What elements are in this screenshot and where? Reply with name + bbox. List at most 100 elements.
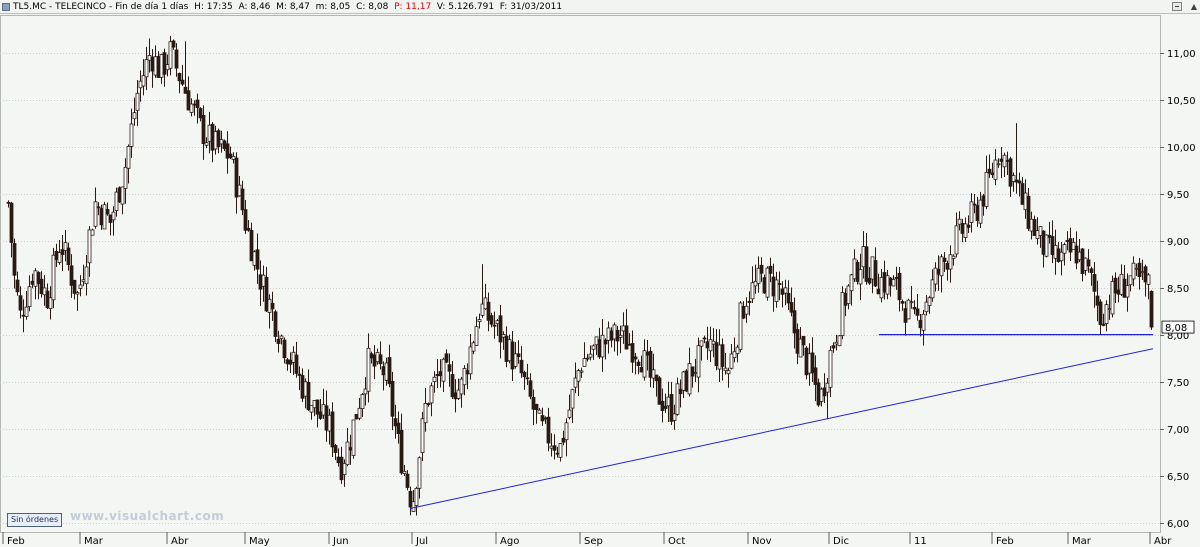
candle-body	[48, 297, 53, 309]
watermark-logo: www.visualchart.com	[70, 509, 225, 523]
candle-body	[861, 246, 866, 268]
candle-body	[837, 335, 842, 347]
candle-body	[120, 186, 125, 205]
candle-body	[1077, 251, 1082, 261]
y-tick-label: 7,00	[1167, 425, 1189, 436]
candle-body	[483, 297, 488, 310]
candle-body	[195, 99, 200, 108]
candle-body	[795, 329, 800, 354]
candle-body	[78, 284, 83, 289]
candle-body	[57, 252, 62, 263]
header-c-value: 8,08	[368, 1, 389, 12]
candle-body	[981, 195, 986, 207]
candle-body	[906, 299, 911, 320]
candle-body	[315, 399, 320, 415]
candle-body	[498, 315, 503, 343]
candle-body	[1149, 290, 1154, 328]
candle-body	[399, 429, 404, 474]
candle-body	[543, 417, 548, 420]
candle-body	[522, 372, 527, 378]
x-tick-label: 11	[914, 536, 927, 547]
candle-body	[834, 341, 839, 345]
candle-body	[696, 345, 701, 378]
candle-body	[732, 351, 737, 359]
candle-body	[222, 140, 227, 150]
candle-body	[927, 297, 932, 306]
header-a-label: A:	[238, 1, 248, 12]
x-tick-label: Dic	[833, 536, 849, 547]
candle-body	[99, 208, 104, 226]
candle-body	[534, 403, 539, 411]
candle-body	[507, 339, 512, 362]
candle-body	[210, 123, 215, 151]
candle-body	[432, 376, 437, 383]
candle-body	[720, 344, 725, 367]
candle-body	[279, 335, 284, 339]
candle-body	[618, 334, 623, 338]
scroll-up-icon[interactable]: ▲	[1190, 2, 1197, 11]
candle-body	[588, 353, 593, 358]
candle-body	[999, 158, 1004, 162]
candle-body	[726, 370, 731, 375]
candle-body	[6, 201, 11, 204]
candle-body	[780, 288, 785, 295]
candle-body	[24, 306, 29, 317]
candle-body	[672, 413, 677, 421]
candle-body	[357, 407, 362, 419]
candle-body	[789, 302, 794, 313]
candle-body	[870, 256, 875, 280]
candle-body	[174, 49, 179, 69]
candle-body	[459, 378, 464, 395]
candle-body	[303, 381, 308, 397]
candle-body	[558, 443, 563, 458]
candle-body	[378, 354, 383, 365]
candle-body	[381, 366, 386, 376]
x-tick-label: Nov	[752, 536, 772, 547]
x-tick-label: Feb	[996, 536, 1014, 547]
candle-body	[342, 463, 347, 476]
candle-body	[690, 366, 695, 377]
candle-body	[84, 266, 89, 285]
candle-body	[699, 340, 704, 347]
candle-body	[330, 411, 335, 448]
candle-body	[348, 447, 353, 451]
candle-body	[660, 400, 665, 412]
candle-body	[798, 338, 803, 358]
candle-body	[63, 242, 68, 251]
candle-body	[294, 354, 299, 374]
candle-body	[573, 377, 578, 388]
candle-body	[393, 418, 398, 427]
candle-body	[633, 356, 638, 360]
candle-body	[54, 251, 59, 260]
candle-body	[18, 295, 23, 311]
candle-body	[453, 392, 458, 400]
candle-body	[1038, 226, 1043, 236]
candle-body	[801, 336, 806, 346]
candle-body	[30, 280, 35, 285]
candle-body	[744, 305, 749, 315]
chart-header: TL5.MC - TELECINCO - Fin de día 1 días H…	[0, 0, 1200, 14]
candle-body	[867, 277, 872, 284]
candle-body	[1002, 154, 1007, 168]
candle-body	[234, 157, 239, 198]
candle-body	[123, 166, 128, 189]
candle-body	[1062, 244, 1067, 254]
candle-body	[564, 422, 569, 441]
orders-button[interactable]: Sin órdenes	[7, 513, 63, 527]
candle-body	[714, 342, 719, 367]
candle-body	[1011, 175, 1016, 182]
candle-body	[1026, 195, 1031, 229]
candle-body	[1065, 240, 1070, 242]
candle-body	[858, 269, 863, 285]
candle-body	[978, 199, 983, 224]
candle-body	[264, 276, 269, 312]
candle-body	[1080, 248, 1085, 274]
candle-body	[879, 277, 884, 299]
candle-body	[807, 353, 812, 374]
candle-body	[555, 452, 560, 455]
minimize-button[interactable]	[1172, 2, 1182, 11]
candle-body	[147, 55, 152, 61]
candle-body	[1014, 179, 1019, 183]
candle-body	[39, 278, 44, 295]
